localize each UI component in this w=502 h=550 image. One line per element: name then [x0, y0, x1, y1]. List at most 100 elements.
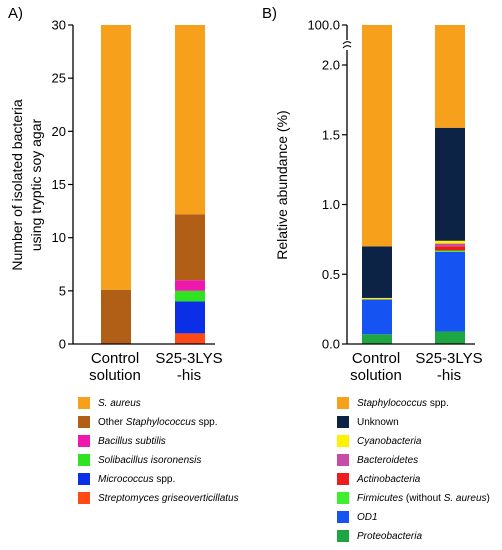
bar-segment-1 — [362, 299, 392, 335]
x-category-label: -his — [177, 367, 201, 384]
panel-a-chart: A) 0 5 10 15 20 25 30 Number of isolated bacteri… — [8, 5, 223, 384]
legend-label: Firmicutes (without S. aureus) — [357, 492, 490, 505]
bar-segment-0 — [175, 333, 205, 344]
panel-b-chart: B) 0.0 0.5 1.0 1.5 2.0 100.0 Relative abundance… — [262, 5, 483, 384]
legend-swatch — [78, 416, 90, 428]
x-category-label: Control — [91, 350, 139, 367]
legend-label-part: Firmicutes — [357, 493, 404, 504]
bar-segment-0 — [362, 334, 392, 344]
bar-segment-5 — [362, 297, 392, 300]
bar-segment-5 — [101, 25, 131, 290]
legend-label: Solibacillus isoronensis — [98, 454, 201, 467]
legend-swatch — [78, 397, 90, 409]
legend-swatch — [337, 435, 349, 447]
bar-segment-5 — [435, 240, 465, 244]
legend-label: Unknown — [357, 416, 399, 429]
x-category-label: S25-3LYS — [415, 350, 482, 367]
bar-segment-1 — [175, 301, 205, 334]
legend-label: Bacillus subtilis — [98, 435, 166, 448]
legend-label-part: Solibacillus isoronensis — [98, 455, 202, 466]
y-tick-label: 100.0 — [307, 18, 340, 33]
legend-label-part: spp. — [153, 474, 176, 485]
axis-break-mark — [342, 41, 352, 49]
legend-swatch — [337, 454, 349, 466]
bar-segment-7 — [362, 25, 392, 247]
legend-label-part: Bacillus subtilis — [98, 436, 166, 447]
bar-segment-0 — [435, 331, 465, 344]
legend-swatch — [337, 511, 349, 523]
legend-label: Streptomyces griseoverticillatus — [98, 492, 239, 505]
legend-swatch — [337, 492, 349, 504]
legend-swatch — [78, 473, 90, 485]
legend-swatch — [78, 435, 90, 447]
bar-segment-6 — [435, 127, 465, 241]
legend-label-part: Other — [98, 417, 126, 428]
legend-label-part: spp. — [195, 417, 218, 428]
legend-label-part: Staphylococcus — [125, 417, 196, 428]
x-category-label: S25-3LYS — [155, 350, 222, 367]
bar-segment-1 — [435, 251, 465, 332]
y-tick-label: 0.0 — [322, 337, 340, 352]
legend-label-part: Unknown — [357, 417, 399, 428]
y-tick-label: 0.5 — [322, 267, 340, 282]
legend-label-part: (without — [403, 493, 444, 504]
y-tick-label: 30 — [52, 18, 66, 33]
legend-label: Micrococcus spp. — [98, 473, 175, 486]
y-tick-label: 2.0 — [322, 58, 340, 73]
y-tick-label: 1.5 — [322, 127, 340, 142]
legend-label-part: Proteobacteria — [357, 531, 423, 542]
y-tick-label: 1.0 — [322, 197, 340, 212]
legend-swatch — [337, 530, 349, 542]
bar-segment-2 — [175, 290, 205, 302]
legend-label-part: Cyanobacteria — [357, 436, 422, 447]
bar-segment-4 — [101, 289, 131, 344]
x-category-label: solution — [89, 367, 141, 384]
bar-segment-2 — [435, 250, 465, 252]
legend-label-part: OD1 — [357, 512, 378, 523]
legend-label-part: Micrococcus — [98, 474, 154, 485]
bar-segment-6 — [362, 246, 392, 298]
y-tick-label: 15 — [52, 177, 66, 192]
bar-segment-3 — [175, 280, 205, 291]
legend-label: Staphylococcus spp. — [357, 397, 449, 410]
legend-label: S. aureus — [98, 397, 141, 410]
y-axis-title: Relative abundance (%) — [274, 110, 290, 259]
bar-segment-4 — [435, 243, 465, 247]
panel-label: B) — [262, 5, 277, 22]
y-axis-title: Number of isolated bacteria — [9, 99, 25, 270]
x-category-label: Control — [352, 350, 400, 367]
x-category-label: -his — [437, 367, 461, 384]
y-tick-label: 25 — [52, 71, 66, 86]
legend-label-part: Actinobacteria — [357, 474, 421, 485]
legend-label: Other Staphylococcus spp. — [98, 416, 218, 429]
legend-label: Bacteroidetes — [357, 454, 418, 467]
legend-label: OD1 — [357, 511, 378, 524]
legend-label-part: S. aureus — [98, 398, 141, 409]
bar-segment-4 — [175, 214, 205, 281]
bar-segment-7 — [435, 25, 465, 128]
legend-label-part: Bacteroidetes — [357, 455, 419, 466]
legend-label: Cyanobacteria — [357, 435, 421, 448]
legend-label-part: Streptomyces griseoverticillatus — [98, 493, 239, 504]
legend-swatch — [78, 454, 90, 466]
bar-segment-3 — [435, 246, 465, 251]
legend-label: Proteobacteria — [357, 530, 422, 543]
legend-swatch — [337, 397, 349, 409]
x-category-label: solution — [350, 367, 402, 384]
y-tick-label: 0 — [59, 337, 66, 352]
legend-label-part: Staphylococcus — [357, 398, 428, 409]
legend-label-part: S. aureus — [443, 493, 487, 504]
y-tick-label: 20 — [52, 124, 66, 139]
legend-swatch — [337, 473, 349, 485]
legend-swatch — [78, 492, 90, 504]
y-tick-label: 10 — [52, 230, 66, 245]
y-axis-title: using tryptic soy agar — [28, 119, 44, 252]
legend-label-part: spp. — [427, 398, 449, 409]
legend-label: Actinobacteria — [357, 473, 420, 486]
legend-label-part: ) — [486, 493, 490, 504]
legend-swatch — [337, 416, 349, 428]
panel-label: A) — [8, 5, 23, 22]
y-tick-label: 5 — [59, 283, 66, 298]
bar-segment-5 — [175, 25, 205, 215]
